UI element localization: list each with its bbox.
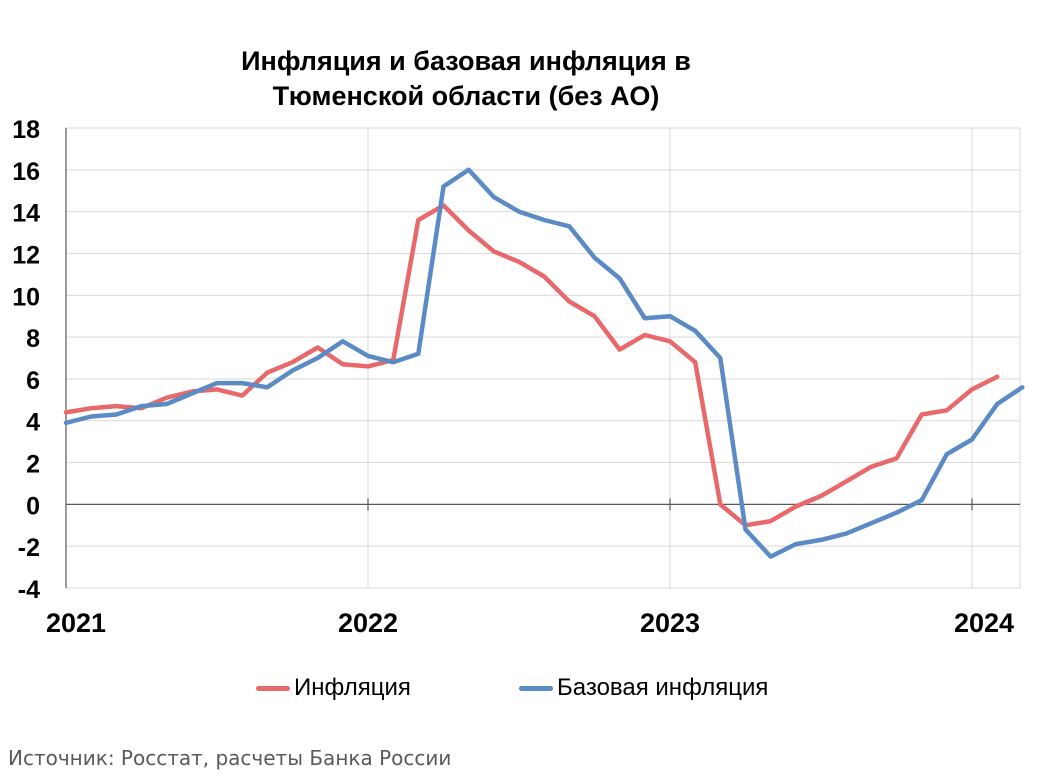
y-tick-label: 12 (12, 241, 40, 269)
legend-item-inflation: Инфляция (256, 668, 411, 708)
y-tick-label: 14 (12, 200, 40, 228)
legend: Инфляция Базовая инфляция (0, 668, 1037, 708)
x-tick-labels: 2021 2022 2023 2024 (46, 608, 1014, 638)
y-tick-label: 4 (26, 409, 40, 437)
x-tick-label: 2024 (954, 608, 1014, 638)
legend-swatch-core-inflation (519, 685, 553, 691)
y-tick-label: 10 (12, 283, 40, 311)
y-tick-label: 16 (12, 158, 40, 186)
axes (65, 128, 1020, 588)
y-tick-label: -2 (18, 534, 40, 562)
y-tick-label: 6 (26, 367, 40, 395)
y-tick-label: -4 (18, 576, 40, 604)
y-tick-label: 18 (12, 116, 40, 144)
series-line-inflation (63, 203, 1000, 528)
y-tick-label: 8 (26, 325, 40, 353)
series-line-core-inflation (63, 167, 1025, 559)
legend-item-core-inflation: Базовая инфляция (519, 668, 768, 708)
chart-title: Инфляция и базовая инфляция в Тюменской … (130, 44, 802, 114)
legend-label-inflation: Инфляция (294, 674, 411, 701)
legend-swatch-inflation (256, 685, 290, 691)
x-tick-label: 2023 (640, 608, 700, 638)
series-lines (63, 167, 1025, 559)
source-note: Источник: Росстат, расчеты Банка России (8, 746, 452, 770)
y-tick-label: 0 (26, 492, 40, 520)
x-tick-label: 2021 (46, 608, 106, 638)
y-tick-label: 2 (26, 451, 40, 479)
y-tick-labels: -4 -2 0 2 4 6 8 10 12 14 16 18 (12, 116, 40, 604)
chart-title-line-2: Тюменской области (без АО) (272, 81, 660, 111)
x-tick-label: 2022 (338, 608, 398, 638)
chart-title-line-1: Инфляция и базовая инфляция в (241, 46, 691, 76)
legend-label-core-inflation: Базовая инфляция (557, 674, 769, 701)
